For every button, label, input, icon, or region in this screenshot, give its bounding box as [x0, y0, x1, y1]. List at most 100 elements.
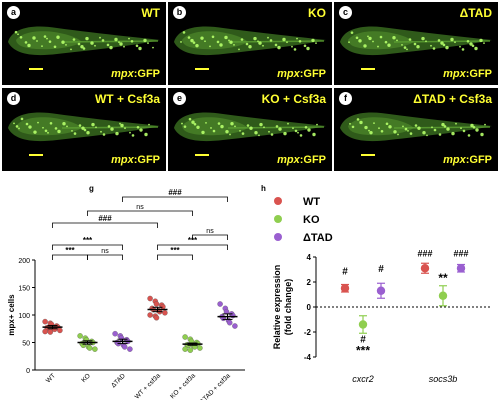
y-axis-label: mpx+ cells: [7, 294, 16, 336]
x-tick-label: socs3b: [429, 374, 458, 384]
micrograph-panel-e: e KO + Csf3a mpx:GFP: [168, 88, 332, 171]
y-tick-label: 200: [18, 258, 30, 265]
significance-bracket: [87, 210, 193, 216]
significance-label: ***: [83, 236, 93, 245]
data-point: [420, 264, 430, 273]
zebrafish-larva-image: [8, 26, 160, 56]
data-point: [160, 304, 166, 310]
scale-bar: [361, 68, 375, 70]
micrograph-panel-d: d WT + Csf3a mpx:GFP: [2, 88, 166, 171]
panel-letter: b: [173, 6, 186, 19]
legend-label: ΔTAD: [303, 232, 333, 244]
x-tick-label: cxcr2: [352, 374, 374, 384]
data-point: [162, 310, 168, 316]
x-tick-label: KO: [80, 372, 92, 384]
panel-title: KO: [308, 6, 326, 20]
panel-letter: c: [339, 6, 352, 19]
zebrafish-larva-image: [340, 26, 492, 56]
panel-letter: d: [7, 92, 20, 105]
significance-label: ###: [168, 188, 182, 197]
annotation: ***: [356, 344, 370, 358]
panel-g-label: g: [86, 183, 97, 194]
data-point: [83, 336, 90, 343]
zebrafish-larva-image: [8, 112, 160, 142]
scale-bar: [29, 154, 43, 156]
legend-marker: [274, 197, 282, 205]
y-tick-label: 2: [307, 278, 312, 287]
y-tick-label: 100: [18, 313, 30, 320]
data-point: [80, 342, 87, 348]
annotation: ###: [453, 248, 468, 258]
zebrafish-larva-image: [174, 112, 326, 142]
data-point: [217, 301, 223, 307]
data-point: [127, 346, 133, 352]
y-tick-label: -2: [304, 328, 312, 337]
significance-bracket: [87, 254, 123, 260]
data-point: [47, 329, 54, 335]
reporter-label: mpx:GFP: [277, 154, 326, 166]
y-tick-label: 50: [22, 341, 30, 348]
zebrafish-larva-image: [174, 26, 326, 56]
significance-label: ***: [188, 236, 198, 245]
legend-label: WT: [303, 196, 320, 208]
significance-label: ***: [170, 246, 180, 255]
y-tick-label: 150: [18, 286, 30, 293]
scale-bar: [361, 154, 375, 156]
significance-bracket: [52, 244, 123, 250]
significance-bracket: [157, 254, 193, 260]
scale-bar: [195, 154, 209, 156]
panel-letter: f: [339, 92, 352, 105]
legend-label: KO: [303, 214, 320, 226]
annotation: #: [360, 335, 366, 346]
annotation: **: [438, 271, 448, 285]
panel-letter: e: [173, 92, 186, 105]
panel-title: ΔTAD + Csf3a: [413, 92, 492, 106]
annotation: #: [342, 266, 348, 277]
data-point: [147, 312, 153, 318]
reporter-label: mpx:GFP: [277, 68, 326, 80]
legend-marker: [274, 215, 282, 223]
x-tick-label: KO + csf3a: [169, 372, 197, 400]
reporter-label: mpx:GFP: [111, 68, 160, 80]
x-tick-label: WT: [45, 372, 57, 384]
data-point: [118, 335, 125, 341]
micrograph-panel-f: f ΔTAD + Csf3a mpx:GFP: [334, 88, 498, 171]
data-point: [226, 319, 233, 326]
data-point: [92, 346, 98, 352]
panel-title: WT: [141, 6, 160, 20]
y-tick-label: -4: [304, 353, 312, 362]
data-point: [147, 295, 153, 302]
legend-marker: [274, 233, 282, 241]
significance-label: ns: [206, 228, 214, 235]
y-axis-label-line2: (fold change): [283, 279, 293, 336]
annotation: #: [378, 264, 384, 275]
data-point: [438, 291, 448, 300]
data-point: [153, 314, 160, 321]
data-point: [121, 344, 128, 350]
significance-label: ***: [65, 246, 75, 255]
data-point: [182, 346, 188, 352]
y-tick-label: 0: [307, 303, 312, 312]
chart-h: WT KO ΔTAD -4 -2 0 2 4 Relative expression (fold …: [272, 196, 490, 384]
annotation: ###: [417, 248, 432, 258]
data-point: [182, 334, 188, 340]
panel-h-label: h: [258, 183, 269, 194]
y-tick-label: 0: [26, 368, 30, 375]
y-axis-label: Relative expression: [272, 265, 282, 350]
panel-title: ΔTAD: [459, 6, 492, 20]
micrograph-panel-a: a WT mpx:GFP: [2, 2, 166, 85]
reporter-label: mpx:GFP: [443, 68, 492, 80]
significance-bracket: [52, 254, 88, 260]
data-point: [187, 347, 194, 353]
data-point: [42, 318, 48, 325]
data-point: [376, 286, 386, 295]
data-point: [456, 264, 466, 273]
data-point: [112, 330, 118, 337]
data-point: [86, 345, 93, 351]
scale-bar: [195, 68, 209, 70]
y-tick-label: 4: [307, 253, 312, 262]
data-point: [197, 345, 203, 351]
data-point: [232, 323, 238, 329]
significance-bracket: [52, 222, 158, 228]
x-tick-label: WT + csf3a: [134, 372, 163, 400]
